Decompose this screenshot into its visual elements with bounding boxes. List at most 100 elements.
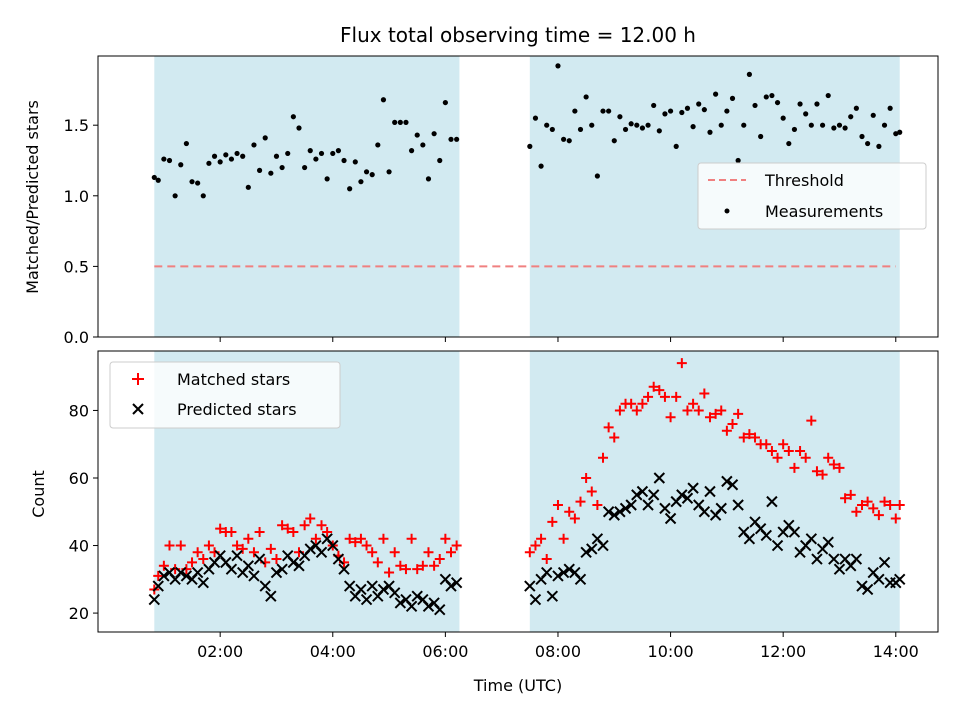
data-point [397,119,403,125]
data-point [608,509,620,521]
data-point [536,533,547,544]
data-point [879,496,890,507]
data-point [148,593,161,606]
x-tick-label: 04:00 [310,642,356,661]
data-point [192,547,203,558]
data-point [254,527,265,538]
data-point [626,398,637,409]
data-point [825,92,831,99]
data-point [158,560,169,571]
data-point [158,570,170,582]
y-tick-label: 1.0 [64,187,89,206]
data-point [197,576,209,589]
data-point [873,573,885,586]
x-tick-label: 06:00 [422,642,468,661]
data-point [226,527,237,538]
data-point [870,112,876,118]
data-point [681,492,694,504]
observing-window-0 [154,56,460,337]
data-point [547,516,558,527]
data-point [654,385,665,396]
data-point [795,445,806,456]
data-point [552,570,564,582]
data-point [724,108,730,114]
data-point [721,475,733,488]
data-point [887,105,893,111]
data-point [833,563,846,575]
data-point [231,549,243,562]
data-point [394,597,407,609]
data-point [589,122,595,128]
data-point [403,119,409,125]
data-point [783,445,794,456]
data-point [586,543,598,555]
data-point [225,563,238,575]
data-point [367,547,378,558]
data-point [766,445,777,456]
data-point [710,408,721,419]
data-point [671,391,682,402]
data-point [897,129,903,135]
data-point [878,556,891,569]
data-point [845,489,856,500]
data-point [330,150,336,157]
observing-window-1 [529,351,900,632]
data-point [687,482,699,494]
data-point [423,547,434,558]
data-point [859,133,865,140]
data-point [823,452,834,463]
data-point [788,526,801,538]
data-point [546,590,559,602]
data-point [569,513,580,524]
data-point [276,563,288,575]
data-point [772,452,783,463]
data-point [355,533,366,544]
data-point [828,553,840,565]
data-point [636,485,649,498]
data-point [771,539,784,552]
data-point [831,125,837,131]
data-point [302,164,308,171]
data-point [834,462,845,473]
legend-top-frame [697,162,927,230]
data-point [288,527,299,538]
data-point [324,176,330,182]
data-point [704,485,716,498]
data-point [583,94,589,100]
data-point [718,122,724,128]
y-tick-label: 20 [69,604,89,623]
data-point [206,160,212,166]
data-point [894,500,905,511]
data-point [524,580,536,592]
data-point [563,563,575,575]
data-point [643,391,654,402]
data-point [853,105,859,111]
data-point [707,129,713,135]
data-point [152,580,164,592]
series-measurements [151,63,903,199]
data-point [268,170,274,176]
data-point [270,566,283,579]
data-point [552,500,563,511]
data-point [422,600,435,613]
data-point [631,405,642,416]
data-point [378,533,389,544]
data-point [786,140,792,147]
data-point [619,502,632,515]
data-point [245,184,251,190]
data-point [572,108,578,114]
data-point [211,153,218,159]
data-point [166,157,173,164]
data-point [726,479,739,491]
data-point [814,101,820,107]
data-point [420,142,426,148]
data-point [713,91,719,97]
legend-bottom-frame [109,361,341,429]
data-point [836,122,843,128]
data-point [861,583,874,596]
data-point [741,122,747,128]
y-tick-label: 60 [69,469,89,488]
data-point [733,408,744,419]
x-tick-label: 08:00 [535,642,581,661]
data-point [232,540,243,551]
